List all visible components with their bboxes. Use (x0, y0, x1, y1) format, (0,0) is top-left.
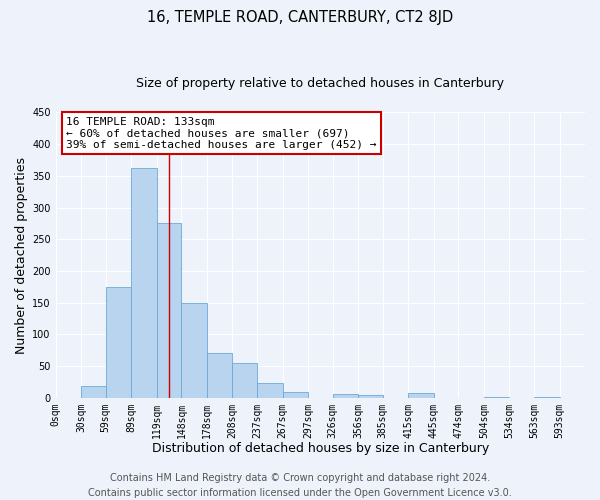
Text: Contains HM Land Registry data © Crown copyright and database right 2024.
Contai: Contains HM Land Registry data © Crown c… (88, 472, 512, 498)
Bar (332, 394, 358, 398)
Bar (207, 354, 232, 398)
Bar (257, 383, 283, 398)
Bar (181, 302, 207, 398)
Y-axis label: Number of detached properties: Number of detached properties (15, 156, 28, 354)
Bar (232, 363, 257, 398)
Title: Size of property relative to detached houses in Canterbury: Size of property relative to detached ho… (136, 78, 505, 90)
Bar (534, 397, 560, 398)
X-axis label: Distribution of detached houses by size in Canterbury: Distribution of detached houses by size … (152, 442, 489, 455)
Bar (484, 397, 509, 398)
Bar (358, 394, 383, 398)
Text: 16, TEMPLE ROAD, CANTERBURY, CT2 8JD: 16, TEMPLE ROAD, CANTERBURY, CT2 8JD (147, 10, 453, 25)
Bar (81, 386, 106, 398)
Bar (106, 287, 131, 398)
Bar (157, 224, 181, 398)
Text: 16 TEMPLE ROAD: 133sqm
← 60% of detached houses are smaller (697)
39% of semi-de: 16 TEMPLE ROAD: 133sqm ← 60% of detached… (66, 117, 377, 150)
Bar (283, 392, 308, 398)
Bar (408, 392, 434, 398)
Bar (131, 168, 157, 398)
